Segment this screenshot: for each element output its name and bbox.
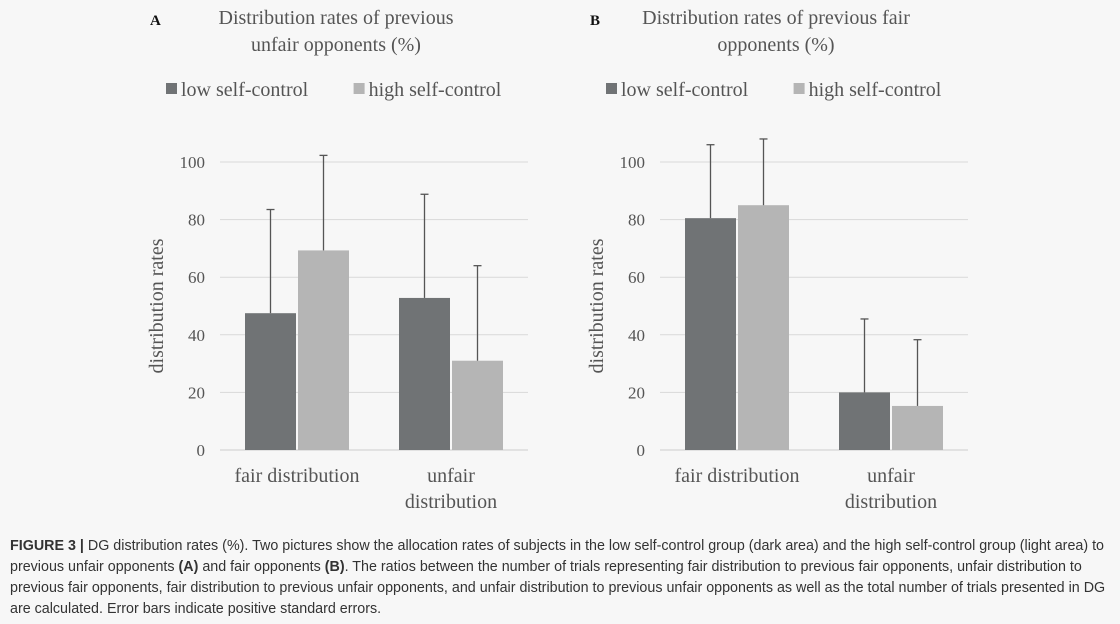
- x-category-label: fair distribution: [235, 465, 360, 487]
- y-tick-label: 100: [180, 153, 206, 172]
- x-category-label: fair distribution: [675, 465, 800, 487]
- legend-swatch: [606, 83, 617, 94]
- caption-text-1: DG distribution rates (%). Two pictures …: [10, 538, 1104, 575]
- y-tick-label: 0: [637, 441, 646, 460]
- bar: [245, 313, 296, 450]
- legend-entry: low self-control: [181, 79, 309, 101]
- y-tick-label: 0: [197, 441, 206, 460]
- chart-title-line: Distribution rates of previous fair: [642, 7, 910, 29]
- y-tick-label: 80: [188, 211, 205, 230]
- legend-entry: high self-control: [809, 79, 942, 101]
- chart-panel-a: A Distribution rates of previous unfair op…: [0, 0, 560, 524]
- bar: [685, 218, 736, 450]
- y-tick-label: 20: [188, 383, 205, 402]
- y-axis-label: distribution rates: [146, 238, 168, 373]
- chart-b-svg: B Distribution rates of previous fair oppo…: [586, 7, 968, 513]
- legend-swatch: [353, 83, 365, 94]
- caption-ref-a: (A): [178, 559, 199, 575]
- bar: [298, 250, 349, 450]
- figure-caption: FIGURE 3 | DG distribution rates (%). Tw…: [10, 536, 1110, 620]
- x-category-label: distribution: [405, 491, 497, 513]
- chart-title-line: opponents (%): [717, 34, 834, 56]
- x-category-label: unfair: [427, 465, 475, 487]
- caption-text-3: . The ratios between the number of trial…: [10, 559, 1106, 617]
- x-category-label: distribution: [845, 491, 937, 513]
- bar: [892, 405, 943, 450]
- chart-a-svg: A Distribution rates of previous unfair op…: [146, 7, 528, 513]
- y-tick-label: 100: [620, 153, 646, 172]
- chart-title-line: Distribution rates of previous: [219, 7, 454, 29]
- caption-text-2: and fair opponents: [198, 559, 325, 575]
- bar: [738, 205, 789, 450]
- y-tick-label: 80: [628, 211, 645, 230]
- y-tick-label: 60: [628, 268, 645, 287]
- legend-entry: low self-control: [621, 79, 749, 101]
- bar: [452, 360, 503, 450]
- chart-panel-b: B Distribution rates of previous fair oppo…: [440, 0, 1000, 524]
- y-tick-label: 40: [188, 326, 205, 345]
- y-tick-label: 20: [628, 383, 645, 402]
- figure-label: FIGURE 3 |: [10, 538, 84, 554]
- panel-label: A: [150, 13, 161, 29]
- legend-entry: high self-control: [369, 79, 502, 101]
- legend-swatch: [166, 83, 177, 94]
- y-tick-label: 40: [628, 326, 645, 345]
- chart-title-line: unfair opponents (%): [251, 34, 421, 56]
- y-tick-label: 60: [188, 268, 205, 287]
- y-axis-label: distribution rates: [586, 238, 608, 373]
- caption-ref-b: (B): [324, 559, 345, 575]
- legend-swatch: [793, 83, 805, 94]
- x-category-label: unfair: [867, 465, 915, 487]
- bar: [399, 297, 450, 450]
- bar: [839, 392, 890, 450]
- panel-label: B: [590, 13, 600, 29]
